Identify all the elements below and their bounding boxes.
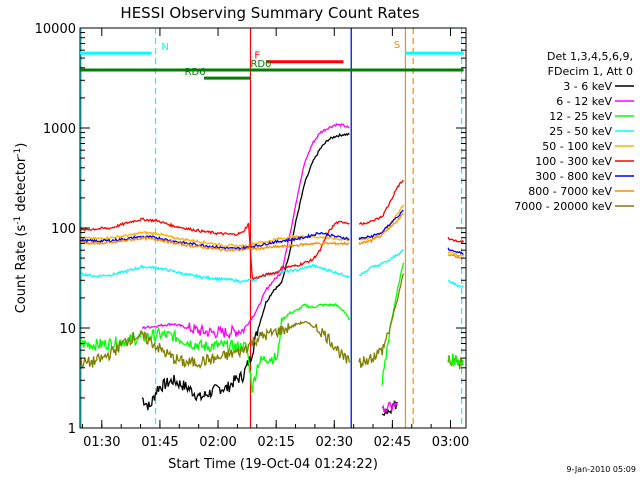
footer-timestamp: 9-Jan-2010 05:09	[566, 465, 636, 474]
series-12-25-kev	[80, 302, 350, 393]
legend-label-12-25-kev: 12 - 25 keV	[549, 110, 612, 123]
series-segment-300-800-kev-7	[358, 209, 404, 240]
series-300-800-kev	[80, 231, 350, 251]
x-axis-label: Start Time (19-Oct-04 01:24:22)	[168, 457, 378, 472]
flag-label-s: S	[394, 40, 400, 51]
legend-label-300-800-kev: 300 - 800 keV	[535, 170, 612, 183]
legend-label-7000-20000-kev: 7000 - 20000 keV	[514, 200, 612, 213]
legend-label-100-300-kev: 100 - 300 keV	[535, 155, 612, 168]
series-100-300-kev	[80, 217, 350, 280]
series-25-50-kev	[80, 263, 350, 284]
series-segment-6-12-kev-2	[381, 400, 398, 413]
y-tick-label-5: 10000	[35, 22, 76, 37]
legend-header-line-1: Det 1,3,4,5,6,9,	[547, 50, 633, 63]
series-segment-100-300-kev-6	[358, 179, 404, 226]
y-tick-label-2: 10	[59, 322, 76, 337]
series-segment-100-300-kev-12	[447, 236, 465, 244]
flag-label-n: N	[161, 42, 168, 53]
x-tick-label-1: 01:30	[83, 435, 120, 450]
series-segment-800-7000-kev-8	[358, 212, 404, 246]
x-tick-label-7: 03:00	[432, 435, 469, 450]
series-6-12-kev	[141, 122, 350, 340]
legend-label-25-50-kev: 25 - 50 keV	[549, 125, 612, 138]
x-tick-label-5: 02:30	[316, 435, 353, 450]
y-tick-label-4: 1000	[43, 122, 76, 137]
y-axis-label: Count Rate (s-1 detector-1)	[13, 143, 29, 314]
flag-label-f: F	[254, 51, 260, 62]
x-tick-label-4: 02:15	[257, 435, 294, 450]
legend-header-line-2: FDecim 1, Att 0	[548, 65, 633, 78]
legend: Det 1,3,4,5,6,9, FDecim 1, Att 0 3 - 6 k…	[514, 50, 634, 213]
legend-label-3-6-kev: 3 - 6 keV	[563, 80, 612, 93]
series-segment-25-50-kev-4	[358, 248, 404, 277]
legend-label-6-12-kev: 6 - 12 keV	[556, 95, 612, 108]
y-axis-ticks: 1 10 100 1000 10000	[35, 22, 466, 437]
x-tick-label-6: 02:45	[374, 435, 411, 450]
flag-label-rd0: RD0	[250, 59, 271, 70]
series-800-7000-kev	[80, 235, 350, 252]
series-7000-20000-kev	[80, 320, 350, 370]
legend-label-50-100-kev: 50 - 100 keV	[542, 140, 612, 153]
series-segment-12-25-kev-16	[447, 353, 465, 368]
series-segment-7000-20000-kev-9	[358, 273, 405, 368]
flag-label-rd6: RD6	[185, 67, 206, 78]
series-3-6-kev	[141, 132, 350, 411]
plot-area	[80, 28, 465, 428]
series-segment-300-800-kev-13	[447, 247, 464, 255]
series-segment-50-100-kev-11	[447, 251, 464, 257]
x-tick-label-2: 01:45	[141, 435, 178, 450]
y-tick-label-1: 1	[68, 422, 76, 437]
chart-title: HESSI Observing Summary Count Rates	[120, 4, 419, 22]
x-axis-ticks: 01:30 01:45 02:00 02:15 02:30 02:45 03:00	[81, 28, 469, 450]
legend-label-800-7000-kev: 800 - 7000 keV	[528, 185, 612, 198]
y-tick-label-3: 100	[51, 222, 76, 237]
series-segment-25-50-kev-10	[448, 279, 464, 288]
x-tick-label-3: 02:00	[199, 435, 236, 450]
